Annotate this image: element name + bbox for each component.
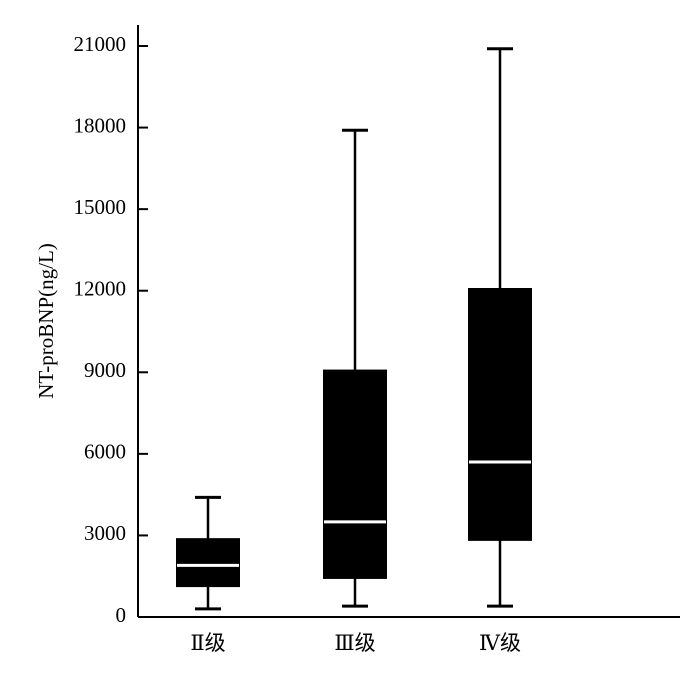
box-2 <box>323 128 387 608</box>
y-tick-label: 21000 <box>74 32 127 56</box>
y-tick-label: 9000 <box>84 358 126 382</box>
y-tick-label: 6000 <box>84 440 126 464</box>
y-tick-label: 3000 <box>84 521 126 545</box>
iqr-box <box>323 369 387 579</box>
box-3 <box>468 47 532 608</box>
x-category-label: Ⅳ级 <box>479 631 521 655</box>
y-tick-label: 15000 <box>74 195 127 219</box>
x-category-label: Ⅲ级 <box>334 631 375 655</box>
iqr-box <box>468 287 532 541</box>
y-tick-label: 0 <box>116 603 127 627</box>
x-category-label: Ⅱ级 <box>190 631 225 655</box>
box-1 <box>176 495 240 611</box>
y-tick-label: 12000 <box>74 277 127 301</box>
y-axis-title: NT-proBNP(ng/L) <box>34 243 58 399</box>
y-tick-label: 18000 <box>74 113 127 137</box>
iqr-box <box>176 538 240 588</box>
